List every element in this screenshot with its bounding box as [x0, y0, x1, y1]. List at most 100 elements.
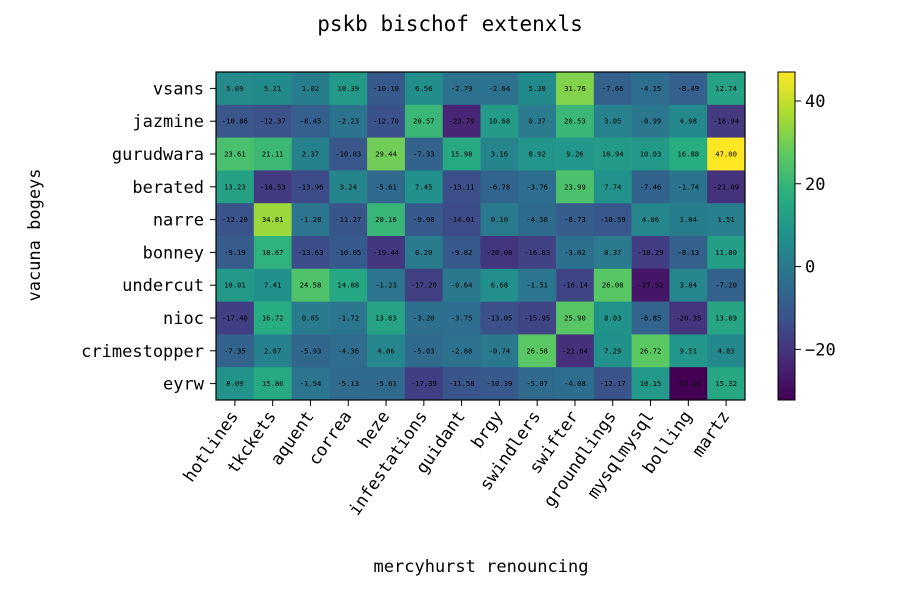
heatmap-cell [367, 334, 406, 368]
heatmap-cell [669, 367, 708, 401]
cell-value-label: -6.85 [640, 314, 662, 323]
cell-value-label: 20.16 [375, 215, 397, 224]
cell-value-label: -7.33 [413, 150, 435, 159]
heatmap-cell [253, 236, 292, 270]
cell-value-label: 18.67 [262, 248, 284, 257]
y-axis-label: vacuna bogeys [25, 168, 45, 301]
heatmap-cell [669, 104, 708, 138]
heatmap-cell [518, 367, 557, 401]
heatmap-cell [556, 72, 595, 106]
cell-value-label: -8.45 [300, 117, 322, 126]
cell-value-label: -6.78 [489, 182, 511, 191]
heatmap-cell [707, 137, 746, 171]
cell-value-label: -19.44 [373, 248, 399, 257]
heatmap-cell [556, 334, 595, 368]
colorbar: 40 20 0 −20 [777, 71, 836, 401]
heatmap-cell [593, 104, 632, 138]
cell-value-label: -15.95 [524, 314, 550, 323]
cell-value-label: -13.11 [449, 182, 475, 191]
heatmap-cell [442, 137, 481, 171]
heatmap-cell [367, 236, 406, 270]
heatmap-cell [480, 170, 519, 204]
x-axis-label: mercyhurst renouncing [374, 557, 589, 577]
cell-value-label: -0.64 [451, 281, 473, 290]
cell-value-label: 14.88 [337, 281, 359, 290]
cell-value-label: -7.46 [640, 182, 662, 191]
heatmap-cell [329, 104, 368, 138]
cell-value-label: -21.64 [562, 346, 588, 355]
heatmap-cell [593, 367, 632, 401]
cell-value-label: -13.05 [486, 314, 512, 323]
heatmap-cell [593, 203, 632, 237]
heatmap-cell [707, 334, 746, 368]
cell-value-label: 20.57 [413, 117, 435, 126]
heatmap-cell [631, 72, 670, 106]
cell-value-label: 10.03 [640, 150, 662, 159]
heatmap-cell [556, 104, 595, 138]
cell-value-label: 25.90 [564, 314, 586, 323]
cell-value-label: 0.65 [302, 314, 319, 323]
cell-value-label: 7.45 [415, 182, 432, 191]
cell-value-label: -4.36 [337, 346, 359, 355]
heatmap-cell [631, 334, 670, 368]
heatmap-cell [329, 367, 368, 401]
cell-value-label: 6.68 [491, 281, 508, 290]
heatmap-cell [631, 137, 670, 171]
heatmap-cell [593, 301, 632, 335]
heatmap-cell [556, 268, 595, 302]
heatmap-cell [253, 301, 292, 335]
heatmap-cell [480, 72, 519, 106]
heatmap-cell [291, 170, 330, 204]
cell-value-label: -8.13 [678, 248, 700, 257]
cell-value-label: -20.35 [675, 314, 701, 323]
cell-value-label: -8.73 [564, 215, 586, 224]
cell-value-label: -2.64 [489, 84, 511, 93]
cell-value-label: 0.37 [604, 248, 621, 257]
cell-value-label: -10.83 [335, 150, 361, 159]
heatmap-cell [404, 367, 444, 401]
heatmap-cell [556, 203, 595, 237]
heatmap-cell [518, 203, 557, 237]
cell-value-label: 4.83 [717, 346, 734, 355]
heatmap-cell [631, 301, 670, 335]
chart-title: pskb bischof extenxls [317, 12, 583, 36]
heatmap-cell [367, 137, 406, 171]
heatmap-cell [669, 268, 708, 302]
y-tick-label: bonney [143, 243, 204, 263]
heatmap-cell [291, 334, 330, 368]
cell-value-label: 47.00 [715, 150, 737, 159]
heatmap-cell [669, 170, 708, 204]
cell-value-label: -0.74 [489, 346, 511, 355]
heatmap-cell [593, 236, 632, 270]
heatmap-cell [404, 203, 444, 237]
cell-value-label: 15.98 [451, 150, 473, 159]
cell-value-label: 4.06 [642, 215, 659, 224]
heatmap-cell [442, 203, 481, 237]
heatmap-cell [442, 301, 481, 335]
cell-value-label: -5.61 [375, 379, 397, 388]
cell-value-label: -7.66 [602, 84, 624, 93]
cell-value-label: 4.98 [680, 117, 697, 126]
cell-value-label: 23.99 [564, 182, 586, 191]
heatmap-cell [631, 203, 670, 237]
heatmap-cell [367, 104, 406, 138]
cell-value-label: -1.74 [678, 182, 700, 191]
cell-value-label: -1.54 [300, 379, 322, 388]
cell-value-label: -9.19 [224, 248, 246, 257]
cell-value-label: -7.20 [715, 281, 737, 290]
colorbar-tick-label: −20 [805, 340, 836, 360]
heatmap-cell [404, 170, 444, 204]
cell-value-label: -3.76 [526, 182, 548, 191]
cell-value-label: 10.01 [224, 281, 246, 290]
cell-value-label: 8.09 [226, 379, 243, 388]
heatmap-cell [631, 104, 670, 138]
heatmap-cell [556, 367, 595, 401]
cell-value-label: 5.30 [529, 84, 546, 93]
cell-value-label: 5.09 [226, 84, 243, 93]
cell-value-label: -3.75 [451, 314, 473, 323]
colorbar-gradient [777, 71, 796, 401]
heatmap-cell [669, 236, 708, 270]
heatmap-cell [404, 72, 444, 106]
heatmap-cell [480, 334, 519, 368]
cell-value-label: 16.88 [678, 150, 700, 159]
